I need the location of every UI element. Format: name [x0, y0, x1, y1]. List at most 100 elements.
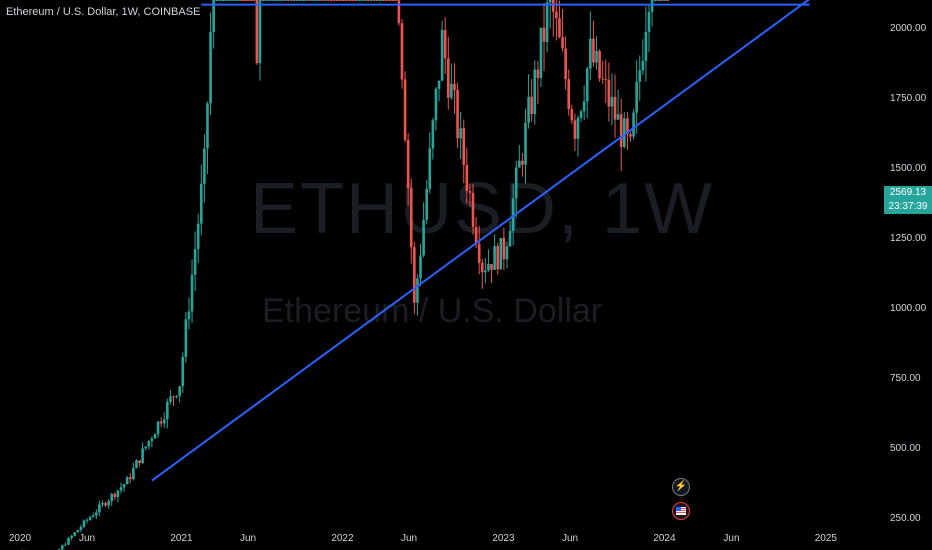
candle-body	[660, 0, 663, 1]
candle-body	[601, 78, 604, 79]
candle-body	[549, 0, 552, 2]
candle-body	[206, 103, 209, 148]
candle-body	[215, 0, 218, 1]
candle-body	[302, 0, 305, 1]
candle-body	[280, 0, 283, 1]
candle-body	[89, 517, 92, 520]
candle-body	[459, 128, 462, 138]
candle-body	[509, 231, 512, 246]
candle-body	[92, 516, 95, 518]
candle-body	[425, 189, 428, 220]
us-flag-icon[interactable]	[672, 502, 690, 520]
candle-body	[323, 0, 326, 1]
candle-body	[441, 30, 444, 81]
candle-body	[172, 396, 175, 397]
candle-body	[249, 0, 252, 1]
candle-body	[469, 191, 472, 193]
candle-body	[197, 224, 200, 249]
candle-body	[564, 48, 567, 79]
candle-body	[129, 477, 132, 479]
candle-body	[246, 0, 249, 1]
candle-body	[472, 193, 475, 227]
candle-body	[138, 460, 141, 463]
candle-body	[283, 0, 286, 1]
candle-body	[382, 0, 385, 1]
candle-body	[395, 0, 398, 1]
candle-body	[126, 477, 129, 484]
candle-body	[456, 90, 459, 138]
rising-trendline	[152, 0, 810, 481]
candle-body	[151, 439, 154, 441]
candle-body	[493, 246, 496, 270]
candle-body	[432, 120, 435, 148]
candle-body	[98, 505, 101, 513]
candle-body	[80, 527, 83, 530]
candle-body	[262, 0, 265, 1]
candle-body	[478, 244, 481, 263]
candle-body	[293, 0, 296, 1]
candle-body	[499, 238, 502, 269]
y-tick-label: 1250.00	[890, 233, 927, 244]
candle-body	[256, 0, 259, 63]
candle-body	[67, 538, 70, 545]
candle-body	[296, 0, 299, 1]
candle-body	[225, 0, 228, 1]
x-tick-label: 2024	[653, 533, 676, 544]
candle-body	[200, 184, 203, 224]
candle-body	[336, 0, 339, 1]
candle-body	[104, 503, 107, 505]
y-tick-label: 750.00	[890, 373, 921, 384]
candle-body	[438, 81, 441, 89]
candle-body	[623, 118, 626, 147]
candle-body	[648, 12, 651, 32]
candle-body	[404, 79, 407, 139]
candle-body	[552, 0, 555, 12]
candle-body	[435, 89, 438, 120]
y-tick-label: 2000.00	[890, 23, 927, 34]
candle-body	[567, 79, 570, 109]
candle-body	[604, 79, 607, 80]
candle-body	[357, 0, 360, 1]
candle-body	[466, 165, 469, 191]
candle-body	[330, 0, 333, 1]
candle-body	[64, 545, 67, 546]
candle-body	[617, 114, 620, 119]
candle-body	[185, 319, 188, 357]
candle-body	[407, 140, 410, 188]
candle-body	[537, 70, 540, 78]
lightning-icon[interactable]: ⚡	[672, 478, 690, 496]
candle-body	[422, 220, 425, 256]
candle-body	[222, 0, 225, 1]
candle-body	[101, 503, 104, 504]
candle-body	[160, 421, 163, 423]
candle-body	[530, 97, 533, 114]
candle-body	[73, 532, 76, 536]
candle-body	[169, 396, 172, 402]
candle-body	[188, 311, 191, 319]
candle-body	[175, 396, 178, 397]
y-tick-label: 1750.00	[890, 93, 927, 104]
candle-body	[203, 148, 206, 183]
candle-body	[503, 238, 506, 259]
candle-body	[178, 386, 181, 396]
candle-body	[83, 520, 86, 526]
candle-body	[120, 487, 123, 490]
candle-body	[163, 419, 166, 423]
candle-body	[481, 263, 484, 272]
candle-body	[444, 30, 447, 58]
candle-body	[240, 0, 243, 1]
x-tick-label: Jun	[723, 533, 739, 544]
candle-body	[361, 0, 364, 1]
candle-body	[342, 0, 345, 1]
candle-body	[642, 61, 645, 70]
candle-body	[76, 530, 79, 532]
candle-body	[453, 84, 456, 90]
candle-body	[135, 460, 138, 468]
candle-body	[308, 0, 311, 1]
x-tick-label: 2020	[9, 533, 32, 544]
bar-countdown-label: 23:37:39	[884, 200, 932, 214]
y-tick-label: 1000.00	[890, 303, 927, 314]
candle-body	[268, 0, 271, 1]
candle-body	[515, 167, 518, 198]
